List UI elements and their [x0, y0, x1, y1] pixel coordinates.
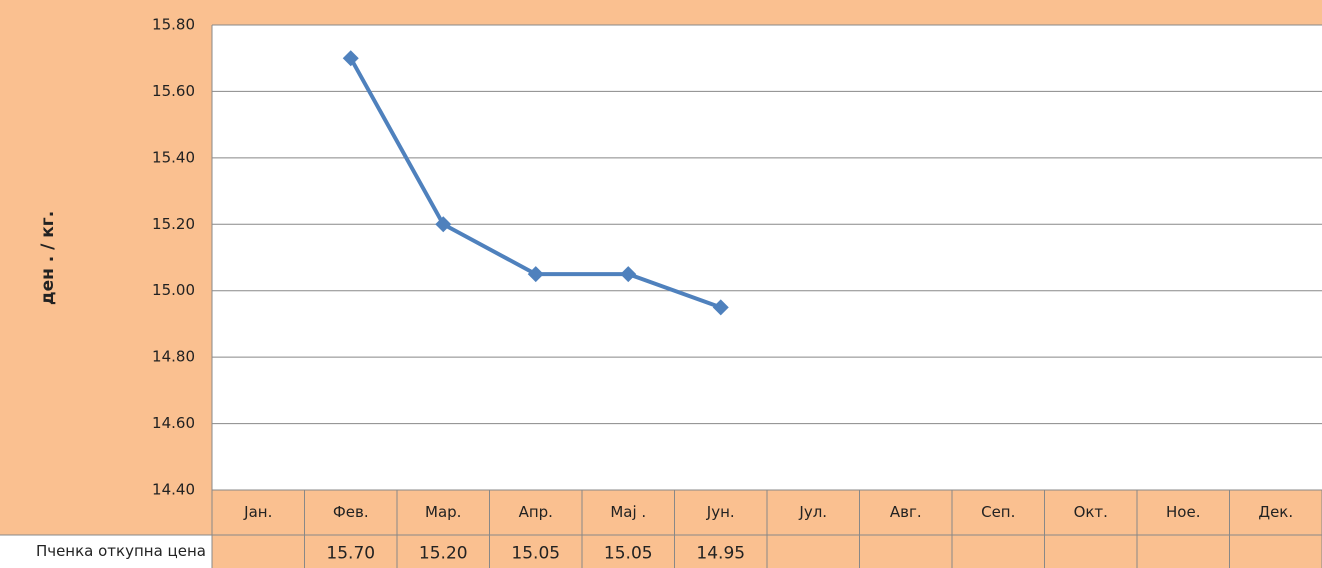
x-tick-label: Окт.	[1074, 503, 1108, 521]
marker	[435, 216, 452, 233]
x-tick-label: Ное.	[1166, 503, 1200, 521]
x-tick-label: Јул.	[798, 503, 827, 521]
x-tick-label: Мај .	[610, 503, 646, 521]
marker	[712, 299, 729, 316]
x-tick-label: Авг.	[890, 503, 922, 521]
table-value: 14.95	[696, 544, 745, 564]
y-tick-label: 15.60	[152, 82, 195, 100]
plot-area	[212, 25, 1322, 490]
y-tick-label: 14.80	[152, 348, 195, 366]
table-value: 15.20	[419, 544, 468, 564]
marker	[527, 266, 544, 283]
x-tick-label: Фев.	[333, 503, 369, 521]
table-value: 15.05	[511, 544, 560, 564]
y-tick-label: 15.40	[152, 148, 195, 166]
x-tick-label: Сеп.	[981, 503, 1015, 521]
y-tick-label: 14.60	[152, 414, 195, 432]
marker	[620, 266, 637, 283]
table-value: 15.05	[604, 544, 653, 564]
y-tick-label: 15.00	[152, 281, 195, 299]
y-tick-label: 15.80	[152, 16, 195, 34]
marker	[342, 50, 359, 67]
x-tick-label: Јун.	[706, 503, 735, 521]
x-tick-label: Апр.	[519, 503, 553, 521]
y-tick-label: 15.20	[152, 215, 195, 233]
x-tick-label: Мар.	[425, 503, 461, 521]
x-tick-label: Дек.	[1258, 503, 1293, 521]
y-axis-label: ден . / кг.	[38, 211, 58, 305]
table-row-bg	[0, 535, 212, 568]
table-value: 15.70	[326, 544, 375, 564]
y-tick-label: 14.40	[152, 481, 195, 499]
x-tick-label: Јан.	[243, 503, 272, 521]
legend-label: Пченка откупна цена	[36, 542, 206, 560]
